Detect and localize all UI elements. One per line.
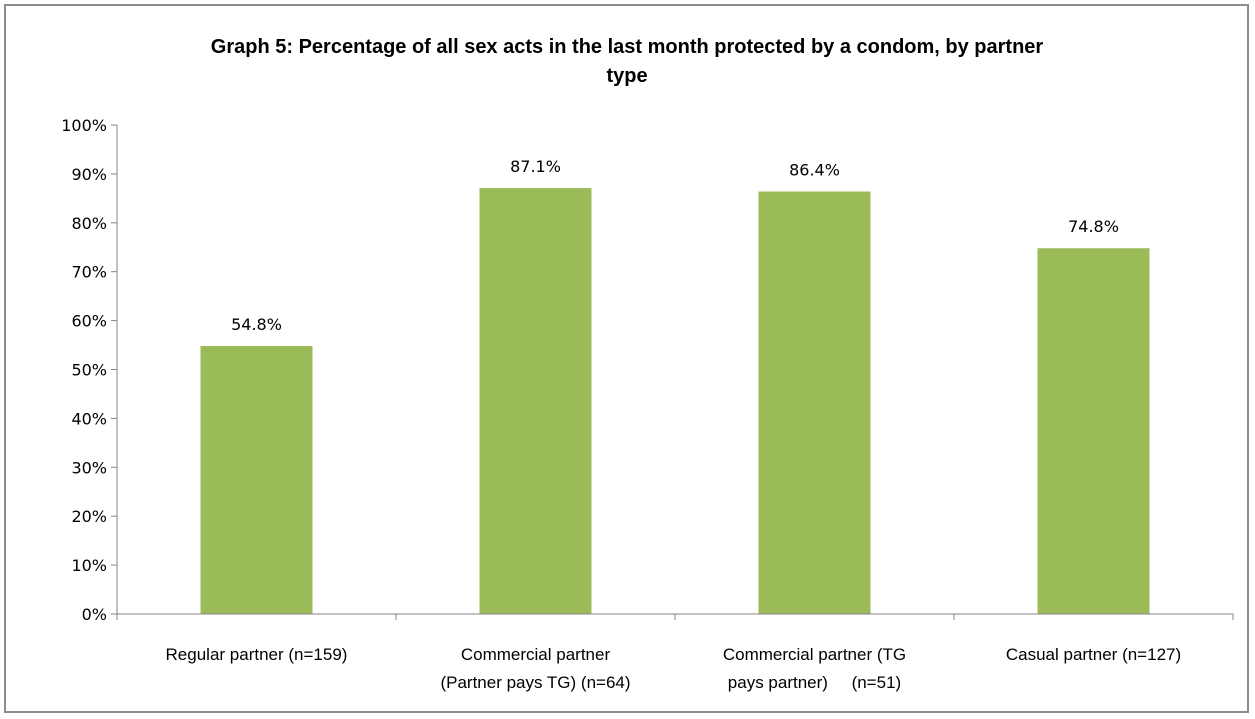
chart-title: Graph 5: Percentage of all sex acts in t… [211, 36, 1044, 87]
y-tick-label: 30% [71, 458, 107, 477]
y-tick-label: 60% [71, 312, 107, 331]
y-axis: 0% 10% 20% 30% 40% 50% 60% 70% 80% 90% 100% [61, 116, 118, 624]
chart-title-line: Graph 5: Percentage of all sex acts in t… [211, 36, 1044, 58]
bar [200, 346, 313, 614]
x-category-label: pays partner) (n=51) [728, 673, 901, 692]
x-category-label: Regular partner (n=159) [166, 645, 348, 664]
y-tick-label: 50% [71, 361, 107, 380]
y-tick-label: 10% [71, 556, 107, 575]
y-tick-label: 90% [71, 165, 107, 184]
y-tick-label: 80% [71, 214, 107, 233]
bar [1037, 248, 1150, 614]
data-label: 86.4% [789, 161, 840, 180]
y-tick-label: 40% [71, 409, 107, 428]
data-label: 87.1% [510, 157, 561, 176]
bars [200, 188, 1150, 614]
y-tick-label: 100% [61, 116, 107, 135]
x-category-label: Casual partner (n=127) [1006, 645, 1181, 664]
bar [758, 191, 871, 614]
x-category-label: Commercial partner [461, 645, 611, 664]
x-category-label: (Partner pays TG) (n=64) [440, 673, 630, 692]
data-labels: 54.8% 87.1% 86.4% 74.8% [231, 157, 1119, 334]
y-tick-label: 20% [71, 507, 107, 526]
y-tick-label: 70% [71, 263, 107, 282]
data-label: 74.8% [1068, 217, 1119, 236]
data-label: 54.8% [231, 315, 282, 334]
bar [479, 188, 592, 614]
x-category-label: Commercial partner (TG [723, 645, 906, 664]
x-axis: Regular partner (n=159) Commercial partne… [116, 613, 1234, 692]
chart-title-line: type [606, 65, 647, 87]
y-tick-label: 0% [82, 605, 107, 624]
